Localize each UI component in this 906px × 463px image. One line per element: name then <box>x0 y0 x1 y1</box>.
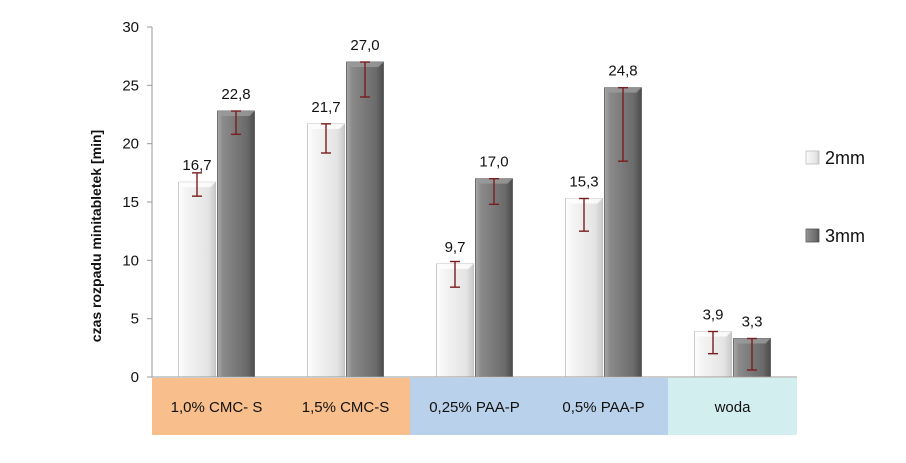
category-labels: 1,0% CMC- S 1,5% CMC-S 0,25% PAA-P 0,5% PAA… <box>171 399 751 416</box>
bar-2mm <box>178 181 216 378</box>
category-label: 0,5% PAA-P <box>562 399 644 416</box>
data-label: 27,0 <box>350 37 379 54</box>
y-tick-label: 0 <box>131 369 139 386</box>
data-label: 15,3 <box>569 174 598 191</box>
y-axis-ticks: 0 5 10 15 20 25 30 <box>122 19 152 386</box>
legend: 2mm 3mm <box>805 148 865 246</box>
data-label: 21,7 <box>311 99 340 116</box>
bars <box>178 61 771 378</box>
data-label: 22,8 <box>221 86 250 103</box>
y-tick-label: 15 <box>122 194 139 211</box>
y-tick-label: 20 <box>122 136 139 153</box>
category-group-box <box>410 378 668 435</box>
legend-label: 3mm <box>825 226 865 246</box>
category-label: 1,0% CMC- S <box>171 399 263 416</box>
data-label: 3,3 <box>742 314 763 331</box>
y-tick-label: 5 <box>131 311 139 328</box>
bar-2mm <box>307 123 345 378</box>
legend-label: 2mm <box>825 148 865 168</box>
bar-3mm <box>217 110 255 378</box>
category-group-box <box>668 378 797 435</box>
y-tick-label: 25 <box>122 77 139 94</box>
error-bars <box>192 61 757 371</box>
category-backgrounds <box>152 378 797 435</box>
legend-swatch <box>805 150 820 165</box>
legend-swatch <box>805 228 820 243</box>
category-label: woda <box>714 399 752 416</box>
value-labels: 16,7 21,7 9,7 15,3 3,9 22,8 27,0 17,0 24,8 3,3 <box>182 37 762 331</box>
bar-3mm <box>475 178 513 378</box>
category-group-box <box>152 378 410 435</box>
data-label: 3,9 <box>703 307 724 324</box>
data-label: 16,7 <box>182 157 211 174</box>
category-label: 1,5% CMC-S <box>302 399 390 416</box>
category-label: 0,25% PAA-P <box>429 399 520 416</box>
bar-3mm <box>346 61 384 378</box>
y-tick-label: 10 <box>122 252 139 269</box>
y-axis-label: czas rozpadu minitabletek [min] <box>88 130 104 342</box>
data-label: 17,0 <box>479 154 508 171</box>
data-label: 24,8 <box>608 63 637 80</box>
data-label: 9,7 <box>445 239 466 256</box>
y-tick-label: 30 <box>122 19 139 36</box>
